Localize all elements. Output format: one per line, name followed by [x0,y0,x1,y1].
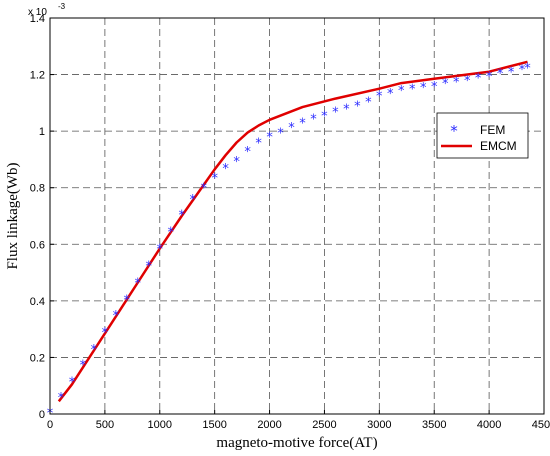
fem-data-point: * [168,226,175,241]
legend-emcm-label: EMCM [480,139,517,153]
fem-data-point: * [420,81,427,96]
fem-data-point: * [277,127,284,142]
y-tick-label: 0.2 [30,352,45,364]
fem-data-point: * [124,293,131,308]
y-tick-label: 1.2 [30,70,45,82]
fem-data-point: * [442,77,449,92]
y-axis-title: Flux linkage(Wb) [5,162,21,269]
fem-data-point: * [58,391,65,406]
fem-data-point: * [113,309,120,324]
fem-data-point: * [189,193,196,208]
fem-data-point: * [464,74,471,89]
fem-data-point: * [398,84,405,99]
fem-data-point: * [453,76,460,91]
fem-data-point: * [376,90,383,105]
fem-data-point: * [288,121,295,136]
fem-data-point: * [321,110,328,125]
fem-data-point: * [222,162,229,177]
fem-data-point: * [80,358,87,373]
legend-fem-label: FEM [480,123,505,137]
fem-data-point: * [508,66,515,81]
fem-data-point: * [157,242,164,257]
fem-data-point: * [178,209,185,224]
x-tick-label: 500 [96,419,114,431]
fem-data-point: * [200,182,207,197]
fem-data-point: * [310,112,317,127]
legend: * FEM EMCM [436,112,529,159]
x-axis-title: magneto-motive force(AT) [216,435,377,451]
fem-data-point: * [486,70,493,85]
fem-data-point: * [524,61,531,76]
legend-fem-marker: * [450,122,458,140]
fem-data-point: * [332,105,339,120]
series-emcm-line [57,60,528,403]
x-tick-label: 1500 [202,419,226,431]
fem-data-point: * [266,131,273,146]
series-layer: ***************** *** * * * * * * * * * * * * * * * * * * * *… [47,60,531,422]
x-tick-label: 2500 [312,419,336,431]
x-tick-label: 2000 [257,419,281,431]
fem-data-point: * [69,375,76,390]
y-tick-label: 1 [39,126,45,138]
y-scale-exponent: -3 [58,2,66,11]
y-tick-label: 0.6 [30,239,45,251]
fem-data-point: * [102,326,109,341]
fem-data-point: * [255,136,262,151]
plot-frame [49,17,545,415]
fem-data-point: * [497,67,504,82]
fem-data-point: * [91,343,98,358]
grid-lines [50,18,544,414]
fem-data-point: * [365,95,372,110]
plot-background [50,18,544,414]
y-tick-label: 0.4 [30,296,45,308]
fem-data-point: * [387,87,394,102]
fem-data-point: * [299,117,306,132]
x-tick-label: 3000 [367,419,391,431]
fem-data-point: * [135,276,142,291]
legend-box [436,112,529,159]
x-tick-label: 3500 [422,419,446,431]
fem-data-point: * [211,172,218,187]
fem-data-point: * [233,155,240,170]
fem-data-point: * [475,71,482,86]
x-tick-label: 0 [47,419,53,431]
fem-data-point: * [244,145,251,160]
x-tick-label: 1000 [148,419,172,431]
y-tick-label: 0 [39,409,45,421]
fem-data-point: * [343,102,350,117]
y-tick-label: 0.8 [30,183,45,195]
fem-data-point: * [519,63,526,78]
y-tick-label: 1.4 [30,13,45,25]
fem-data-point: * [431,80,438,95]
fem-data-point: * [146,259,153,274]
x-tick-label: 4000 [477,419,501,431]
fem-data-point: * [409,83,416,98]
fem-data-point: * [354,100,361,115]
y-scale-label: x 10 [28,7,47,18]
